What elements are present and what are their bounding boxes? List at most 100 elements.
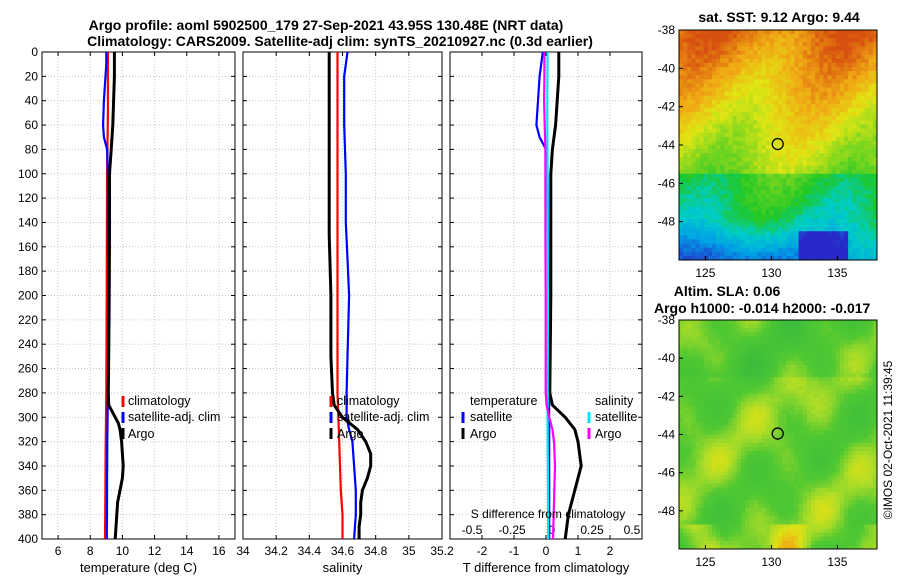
map-cell — [691, 491, 696, 497]
map-cell — [720, 442, 725, 448]
map-cell — [815, 145, 820, 150]
map-cell — [736, 153, 742, 158]
map-cell — [683, 145, 688, 150]
map-cell — [811, 190, 816, 195]
map-cell — [687, 414, 692, 419]
map-cell — [745, 71, 750, 76]
map-cell — [732, 177, 738, 183]
map-cell — [852, 181, 857, 187]
map-cell — [872, 91, 878, 97]
map-cell — [736, 83, 742, 88]
map-cell — [786, 393, 791, 399]
map-cell — [761, 247, 767, 253]
map-cell — [716, 438, 721, 444]
map-cell — [720, 140, 725, 146]
map-cell — [732, 381, 738, 386]
map-cell — [753, 438, 758, 444]
y-tick-label: 220 — [18, 313, 38, 327]
map-cell — [753, 91, 758, 97]
map-cell — [794, 103, 800, 109]
map-cell — [782, 434, 787, 439]
map-cell — [872, 87, 878, 93]
map-cell — [844, 173, 849, 179]
map-cell — [687, 508, 692, 513]
map-cell — [798, 442, 804, 448]
map-cell — [798, 38, 804, 43]
map-cell — [802, 145, 808, 150]
map-cell — [757, 508, 762, 513]
map-cell — [835, 116, 841, 121]
map-cell — [782, 336, 787, 341]
map-cell — [732, 243, 738, 249]
map-cell — [749, 54, 754, 60]
map-cell — [712, 401, 717, 407]
map-cell — [740, 186, 746, 191]
map-cell — [844, 255, 849, 261]
map-cell — [823, 50, 828, 56]
map-cell — [761, 348, 767, 354]
map-cell — [798, 499, 804, 505]
map-cell — [782, 169, 787, 175]
map-cell — [765, 524, 771, 529]
map-cell — [798, 99, 804, 105]
map-cell — [860, 145, 866, 150]
map-cell — [806, 30, 812, 35]
map-cell — [798, 324, 804, 329]
map-cell — [699, 161, 705, 166]
map-cell — [753, 124, 758, 129]
map-cell — [778, 157, 783, 162]
map-cell — [732, 414, 738, 419]
map-cell — [786, 206, 791, 212]
map-cell — [716, 239, 721, 244]
map-cell — [732, 149, 738, 154]
map-cell — [823, 34, 828, 39]
map-cell — [798, 202, 804, 208]
map-cell — [778, 340, 783, 345]
map-cell — [691, 393, 696, 399]
map-cell — [798, 186, 804, 191]
map-cell — [769, 202, 775, 208]
map-cell — [732, 223, 738, 228]
map-cell — [736, 426, 742, 431]
y-tick-label: 400 — [18, 532, 38, 546]
map-cell — [778, 463, 783, 468]
map-cell — [732, 30, 738, 35]
map-cell — [831, 120, 837, 125]
map-cell — [786, 483, 791, 489]
map-cell — [683, 414, 688, 419]
map-cell — [802, 54, 808, 60]
map-cell — [724, 198, 729, 203]
map-cell — [794, 54, 800, 60]
map-cell — [856, 153, 861, 158]
map-cell — [815, 223, 820, 228]
map-cell — [687, 389, 692, 395]
map-cell — [683, 438, 688, 444]
map-cell — [716, 66, 721, 72]
map-cell — [761, 393, 767, 399]
map-cell — [707, 177, 713, 183]
map-cell — [794, 438, 800, 444]
map-cell — [749, 186, 754, 191]
map-cell — [736, 95, 742, 101]
map-cell — [769, 450, 775, 456]
map-cell — [806, 218, 812, 224]
map-cell — [745, 30, 750, 35]
map-cell — [806, 446, 812, 452]
map-cell — [823, 99, 828, 105]
map-cell — [679, 83, 684, 88]
map-cell — [819, 409, 824, 415]
map-cell — [798, 479, 804, 484]
map-cell — [765, 369, 771, 374]
map-cell — [794, 173, 800, 179]
map-cell — [749, 218, 754, 224]
map-cell — [815, 495, 820, 501]
map-cell — [848, 87, 853, 93]
map-cell — [753, 377, 758, 382]
map-cell — [712, 332, 717, 337]
map-cell — [773, 54, 779, 60]
map-cell — [740, 360, 746, 366]
map-cell — [786, 348, 791, 354]
map-cell — [860, 75, 866, 80]
map-cell — [753, 463, 758, 468]
map-cell — [740, 128, 746, 134]
